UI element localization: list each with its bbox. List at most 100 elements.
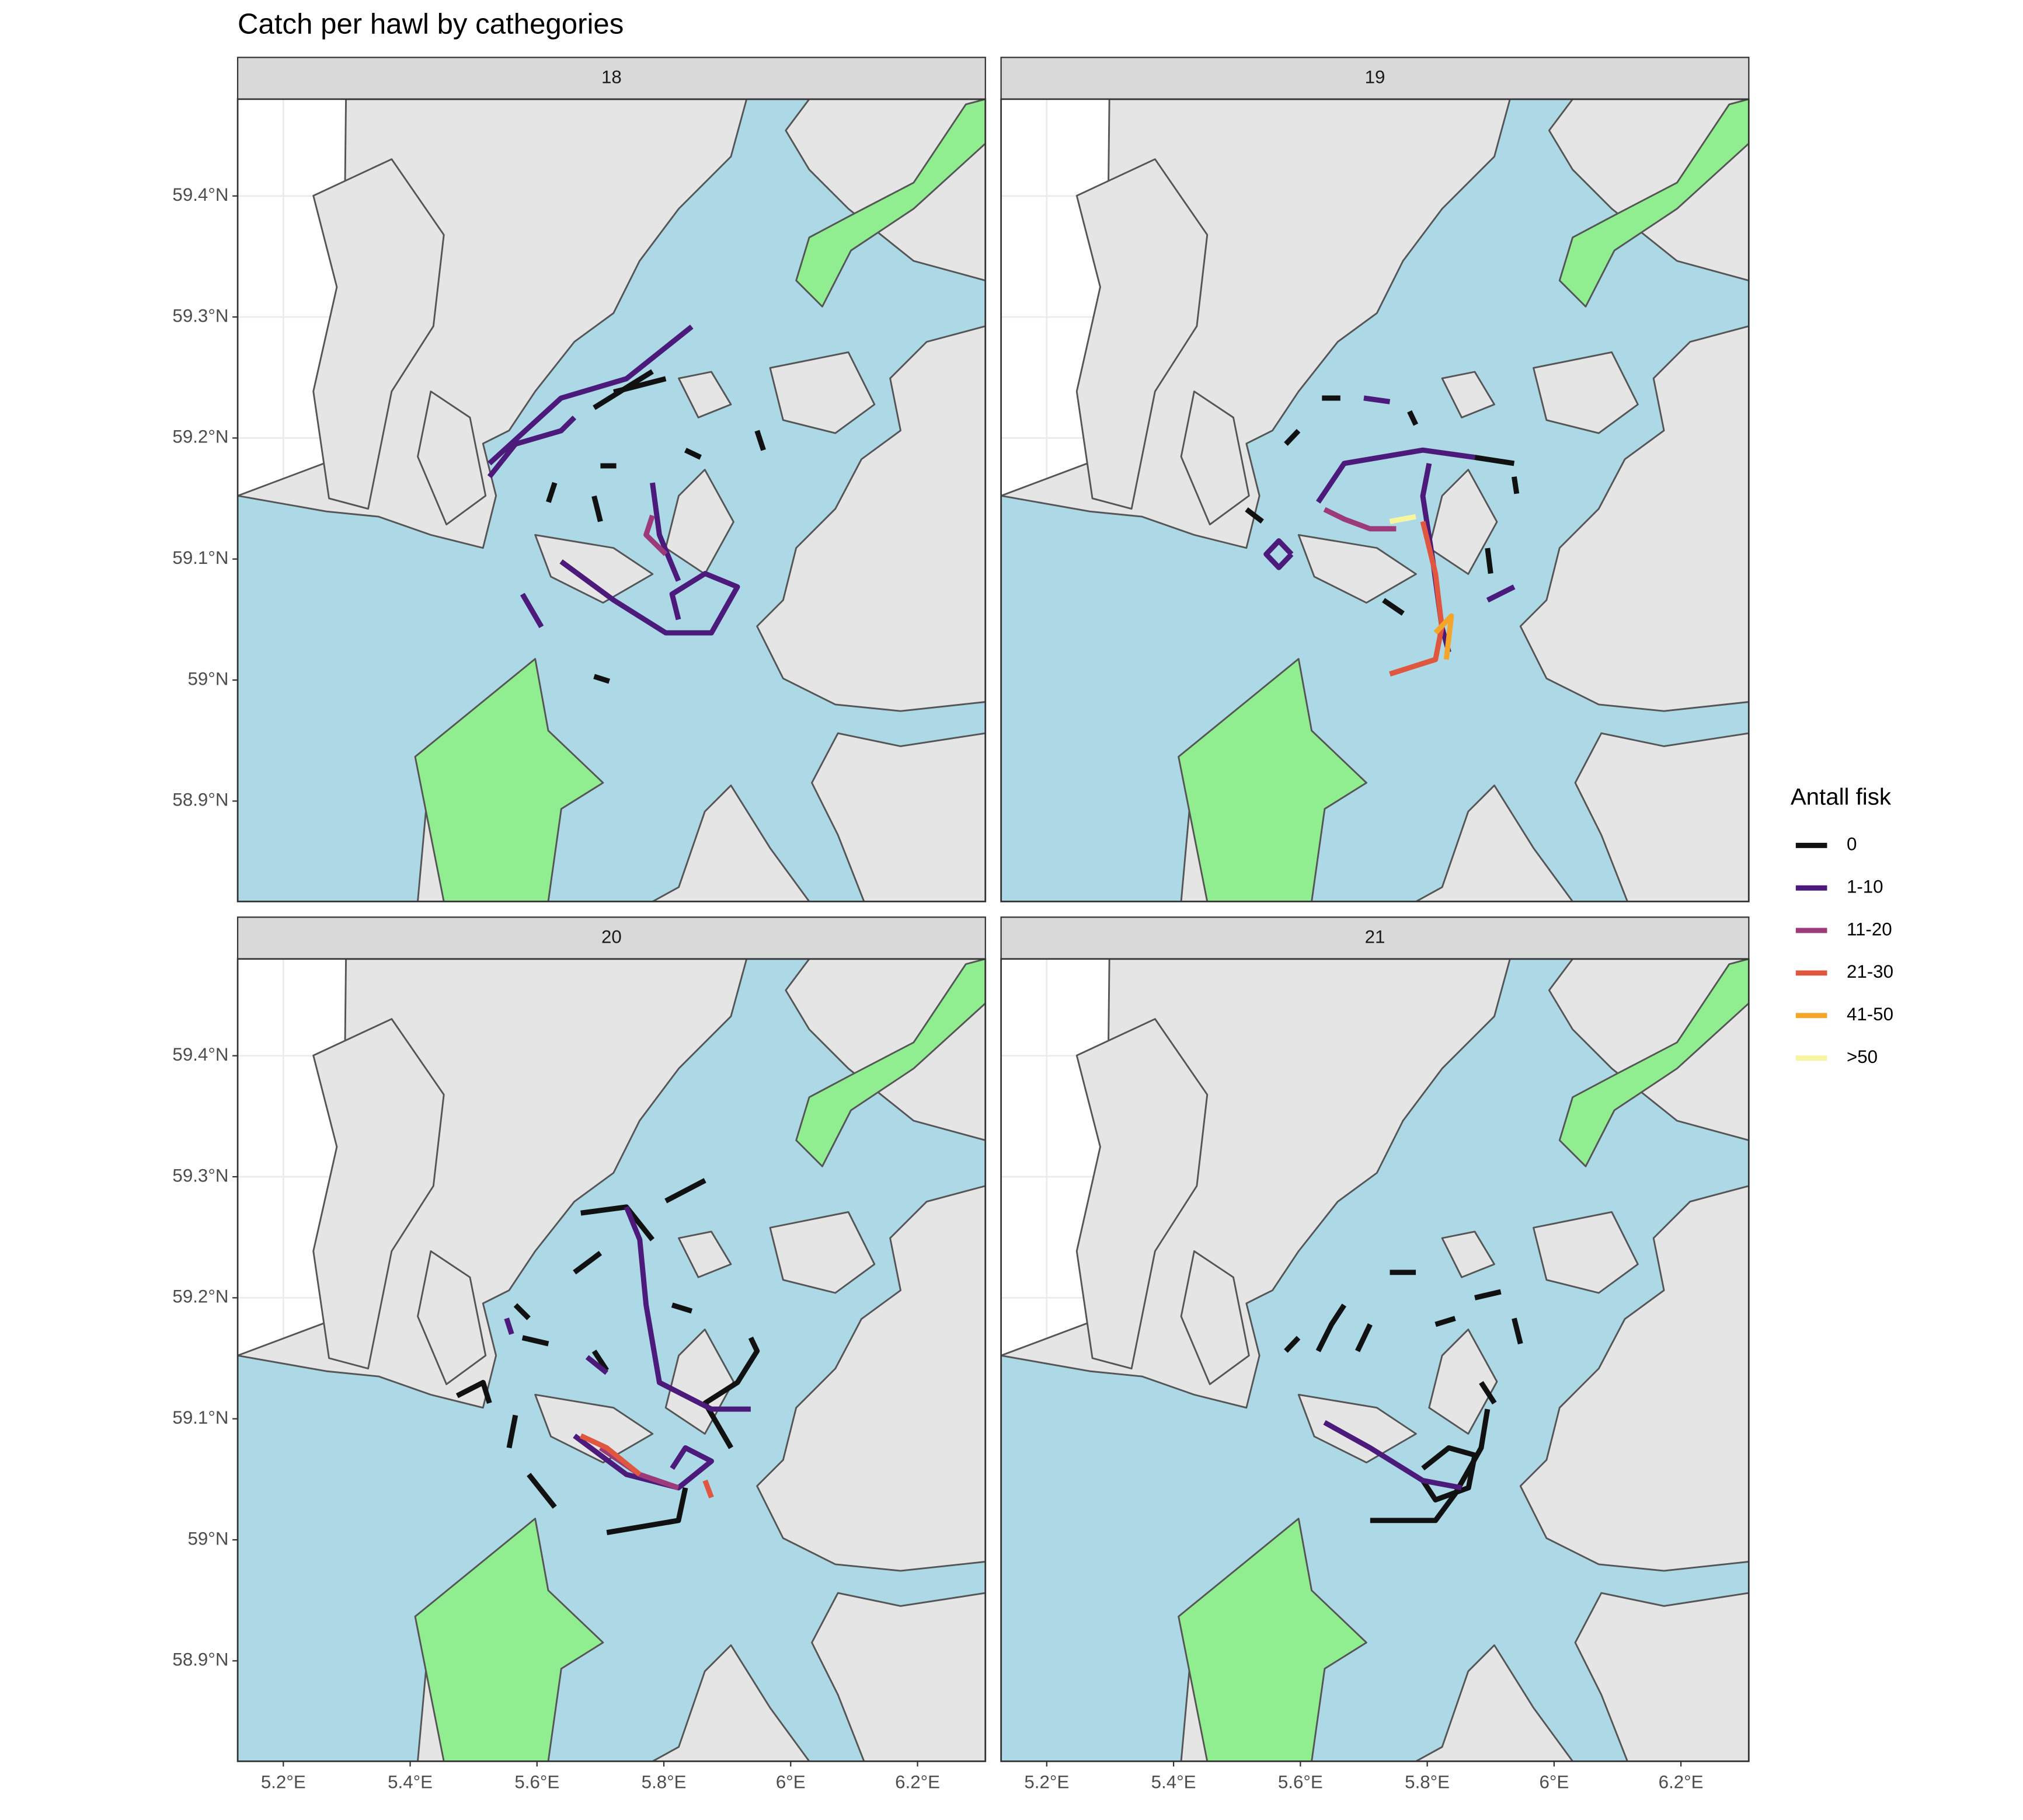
hawl-track <box>1355 1323 1373 1352</box>
legend-title: Antall fisk <box>1791 784 1892 810</box>
hawl-track <box>559 559 740 636</box>
hawl-track <box>527 1473 557 1509</box>
hawl-track <box>546 482 558 503</box>
hawl-track <box>591 495 603 522</box>
hawl-track <box>579 1433 642 1477</box>
hawl-track <box>487 415 577 479</box>
hawl-track <box>488 325 694 466</box>
x-tick-label: 6.2°E <box>1659 1772 1704 1793</box>
strip <box>1000 916 1750 960</box>
hawl-track <box>1263 538 1294 570</box>
hawl-track <box>702 1336 760 1449</box>
y-tick-label: 59.4°N <box>172 184 228 205</box>
hawl-track <box>1512 1317 1523 1345</box>
panel <box>1001 958 1749 1762</box>
y-tick-label: 59°N <box>188 668 229 689</box>
hawl-track <box>606 1487 688 1535</box>
y-tick-label: 58.9°N <box>172 1650 228 1670</box>
x-tick-label: 5.2°E <box>261 1772 306 1793</box>
hawl-track <box>573 1251 603 1275</box>
x-tick-label: 5.6°E <box>1278 1772 1323 1793</box>
hawl-track <box>513 1303 531 1320</box>
y-tick-label: 59.3°N <box>172 305 228 326</box>
hawl-track <box>664 1178 706 1204</box>
hawl-track <box>1486 584 1516 603</box>
hawl-track <box>684 448 702 460</box>
hawl-track <box>1370 1408 1491 1523</box>
y-tick-label: 59.3°N <box>172 1165 228 1186</box>
hawl-track <box>671 1302 693 1314</box>
hawl-track <box>650 482 681 582</box>
hawl-track <box>573 1434 715 1491</box>
panel-border <box>236 98 987 902</box>
hawl-track <box>702 1479 714 1498</box>
hawl-track <box>1284 428 1301 446</box>
y-tick-label: 59°N <box>188 1528 229 1549</box>
hawl-track <box>1315 1303 1347 1352</box>
y-tick-label: 59.2°N <box>172 1286 228 1307</box>
hawl-track <box>1363 395 1391 405</box>
y-tick-label: 59.2°N <box>172 427 228 447</box>
hawl-track <box>624 1206 751 1412</box>
legend-label: 21-30 <box>1847 961 1893 982</box>
hawl-track <box>521 1335 549 1347</box>
legend-label: 41-50 <box>1847 1004 1893 1024</box>
x-tick-label: 5.8°E <box>1405 1772 1450 1793</box>
panel-border <box>1000 958 1750 1762</box>
hawl-track <box>585 1355 609 1375</box>
strip <box>236 916 986 960</box>
hawl-track <box>1407 410 1419 426</box>
x-tick-label: 5.6°E <box>514 1772 559 1793</box>
y-tick-label: 59.1°N <box>172 1407 228 1428</box>
panel <box>238 99 986 902</box>
x-tick-label: 5.8°E <box>642 1772 687 1793</box>
hawl-track <box>613 376 667 395</box>
strip-label: 20 <box>601 926 622 947</box>
hawl-track <box>1474 455 1515 466</box>
hawl-track <box>520 592 544 629</box>
chart-title: Catch per hawl by cathegories <box>238 8 624 40</box>
hawl-track <box>504 1317 514 1335</box>
x-tick-label: 6.2°E <box>895 1772 940 1793</box>
hawl-track <box>1382 598 1405 616</box>
y-tick-label: 58.9°N <box>172 790 228 810</box>
hawl-track <box>1316 447 1475 504</box>
hawl-track <box>754 430 766 451</box>
strip <box>236 57 986 100</box>
hawl-track <box>1323 1420 1463 1491</box>
x-tick-label: 5.4°E <box>388 1772 433 1793</box>
panel <box>1001 99 1749 902</box>
x-tick-label: 6°E <box>776 1772 806 1793</box>
hawl-track <box>455 1380 492 1404</box>
x-tick-label: 5.4°E <box>1151 1772 1196 1793</box>
legend-label: >50 <box>1847 1047 1878 1067</box>
strip-label: 18 <box>601 67 622 87</box>
basemap <box>1001 958 1749 1762</box>
y-tick-label: 59.1°N <box>172 548 228 568</box>
hawl-track <box>1479 1381 1497 1405</box>
hawl-track <box>1474 1289 1502 1301</box>
legend-label: 1-10 <box>1847 876 1883 897</box>
hawl-track <box>1245 507 1264 524</box>
legend-label: 11-20 <box>1847 919 1892 939</box>
basemap <box>1001 99 1749 902</box>
basemap <box>238 958 986 1762</box>
panel-border <box>1000 98 1750 902</box>
hawl-track <box>591 1350 610 1372</box>
strip-label: 19 <box>1365 67 1385 87</box>
x-tick-label: 6°E <box>1539 1772 1569 1793</box>
strip-label: 21 <box>1365 926 1385 947</box>
hawl-track <box>1284 1336 1301 1353</box>
hawl-track <box>643 514 668 556</box>
hawl-track <box>1512 476 1520 494</box>
hawl-track <box>1485 548 1493 574</box>
hawl-track <box>1389 514 1416 524</box>
panel-border <box>236 958 987 1762</box>
hawl-track <box>1433 613 1454 660</box>
hawl-track <box>1434 1316 1456 1327</box>
hawl-track <box>506 1414 518 1449</box>
x-tick-label: 5.2°E <box>1024 1772 1069 1793</box>
basemap <box>238 99 986 902</box>
